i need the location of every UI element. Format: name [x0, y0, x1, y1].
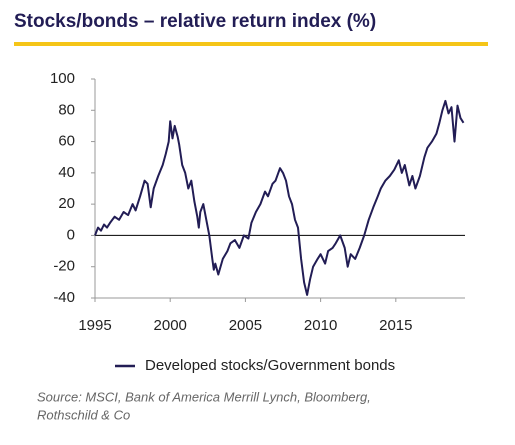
chart-title: Stocks/bonds – relative return index (%): [14, 11, 376, 32]
y-tick-label: -20: [53, 258, 75, 275]
x-tick-label: 2000: [154, 317, 187, 334]
y-tick-label: 60: [58, 133, 75, 150]
legend-label: Developed stocks/Government bonds: [145, 357, 395, 374]
y-tick-label: 40: [58, 164, 75, 181]
x-tick-label: 2005: [229, 317, 262, 334]
y-tick-label: -40: [53, 289, 75, 306]
x-tick-label: 1995: [78, 317, 111, 334]
y-tick-label: 80: [58, 101, 75, 118]
title-rule: [14, 42, 488, 46]
y-tick-label: 100: [50, 70, 75, 87]
x-tick-label: 2010: [304, 317, 337, 334]
x-tick-label: 2015: [379, 317, 412, 334]
y-tick-label: 20: [58, 195, 75, 212]
source: Source: MSCI, Bank of America Merrill Ly…: [37, 389, 371, 404]
data-line: [94, 99, 465, 296]
y-tick-label: 0: [67, 226, 75, 243]
source: Rothschild & Co: [37, 407, 130, 422]
